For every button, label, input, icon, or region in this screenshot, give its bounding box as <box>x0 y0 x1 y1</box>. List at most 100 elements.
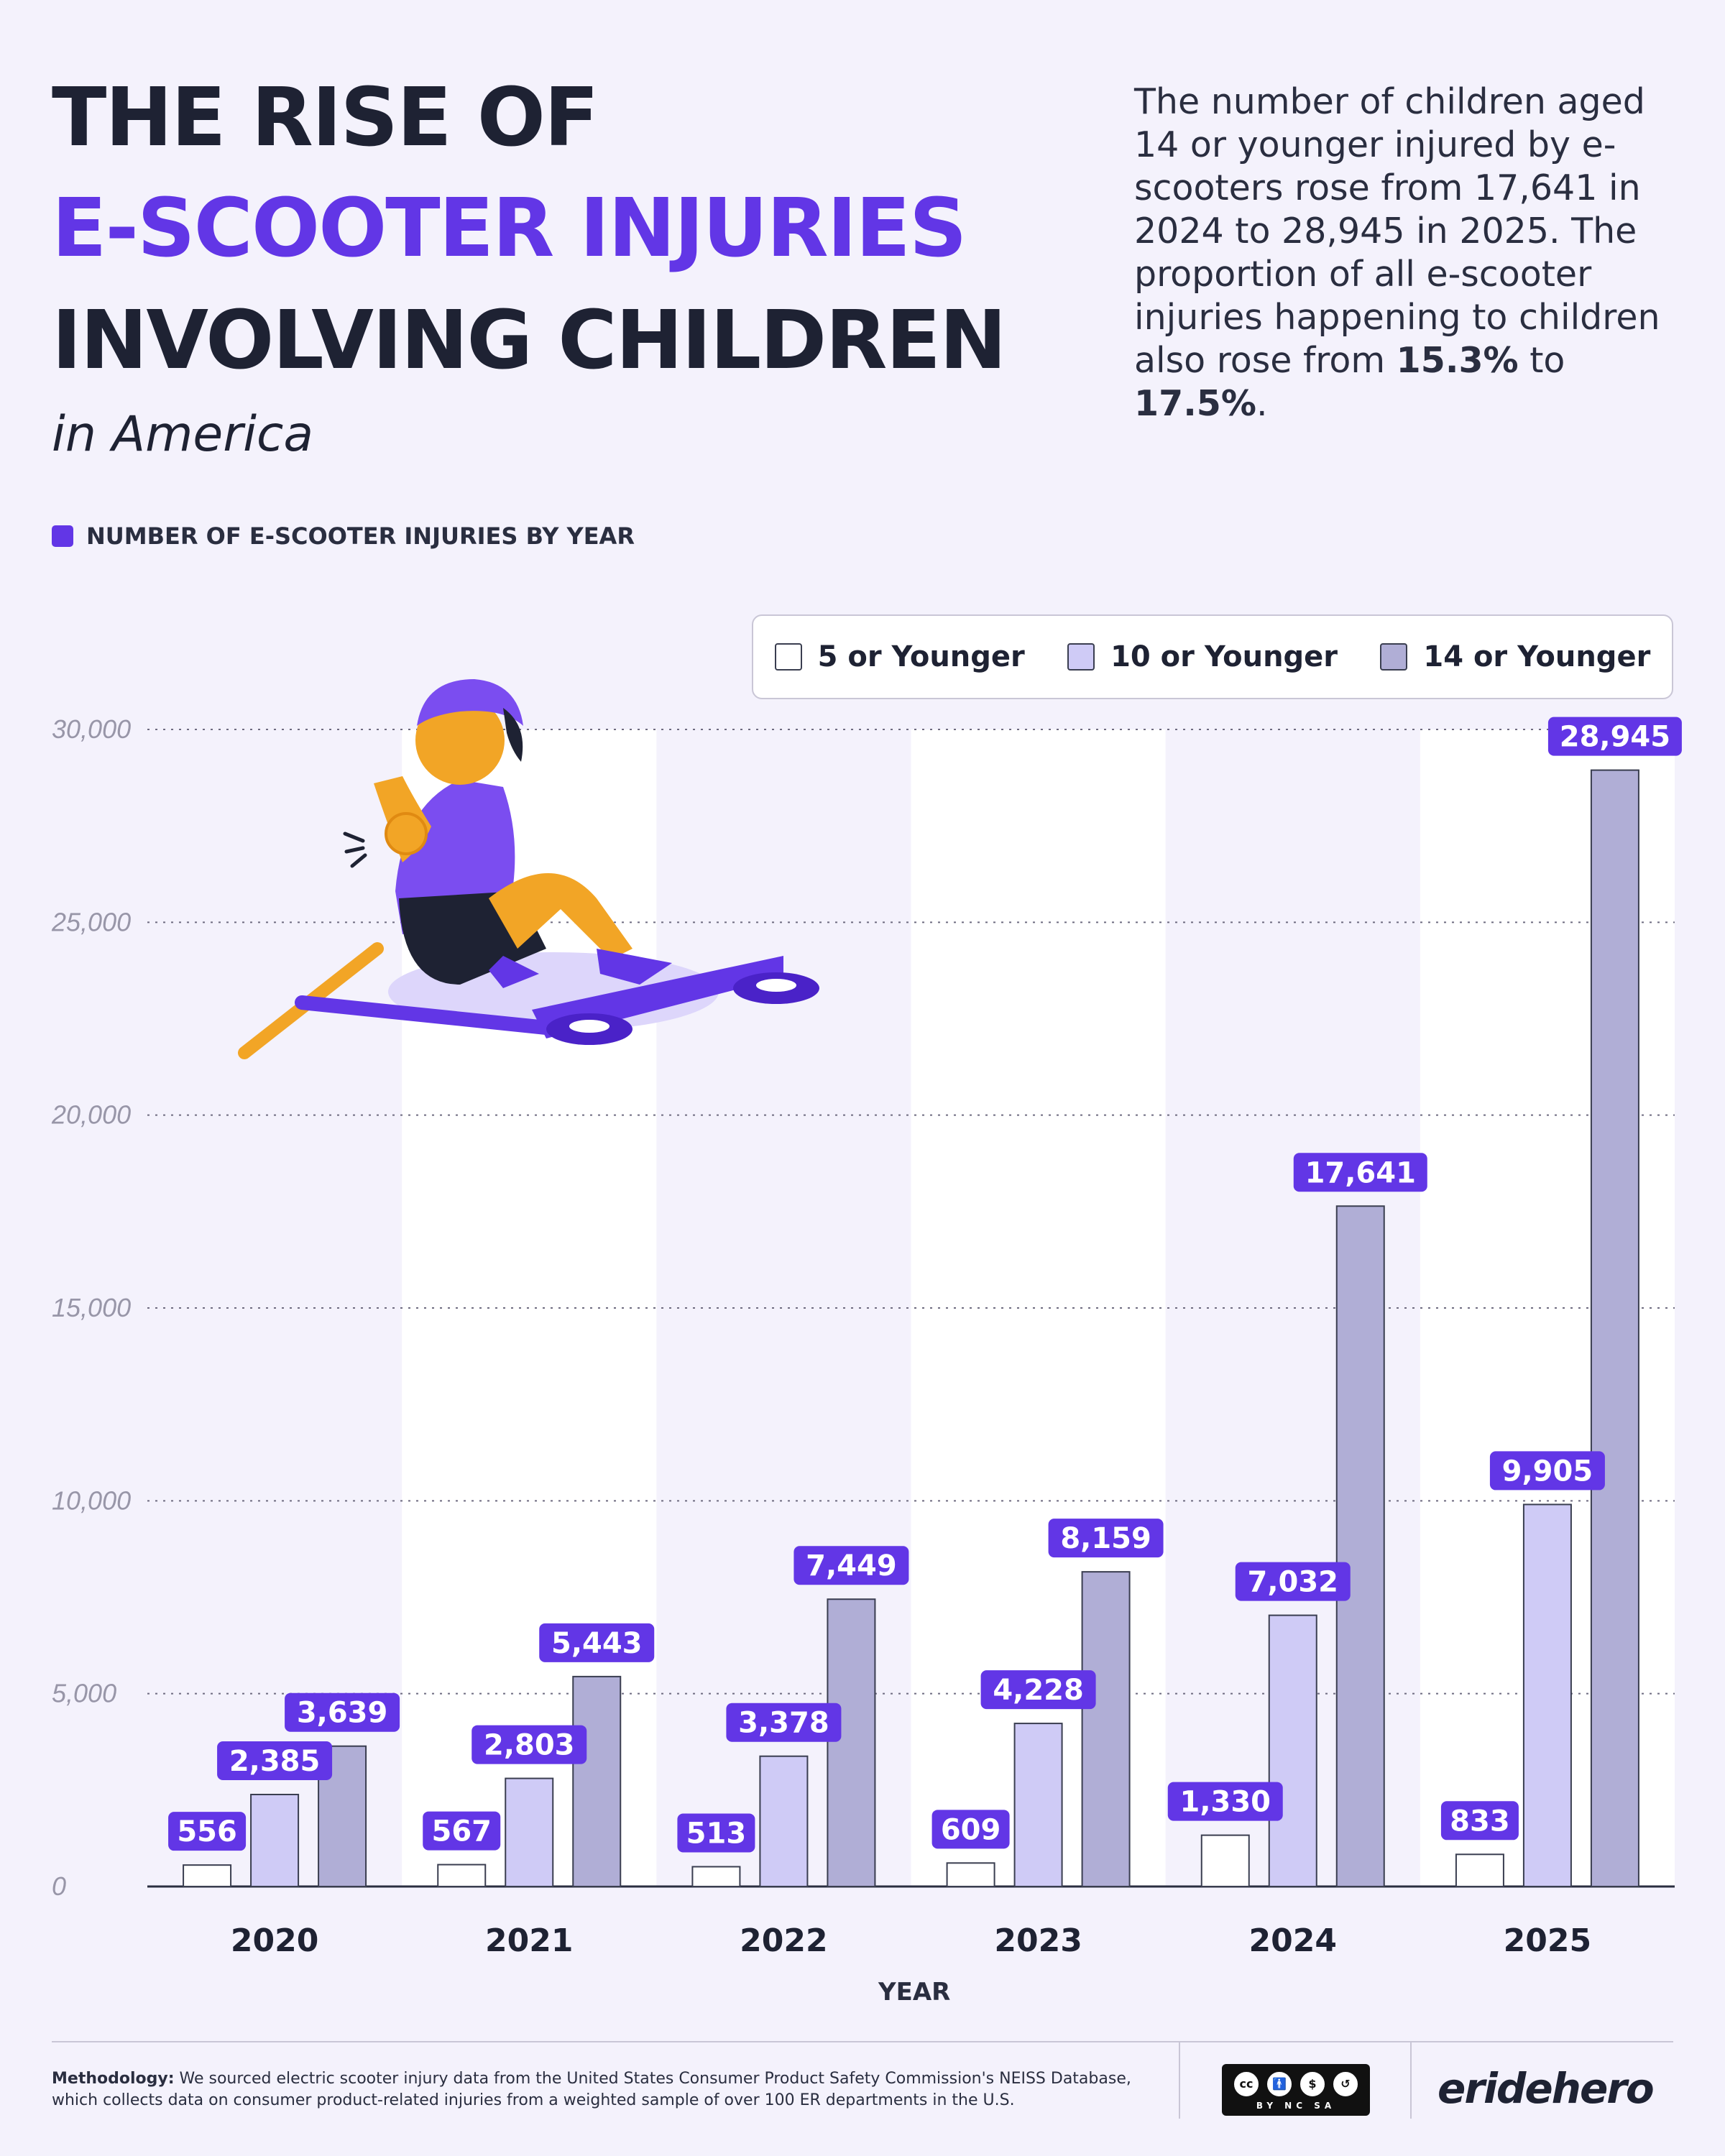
value-label: 567 <box>432 1815 492 1848</box>
cap-shape <box>417 679 523 726</box>
x-tick-label: 2020 <box>231 1922 318 1959</box>
intro-text-1: The number of children aged 14 or younge… <box>1134 81 1660 381</box>
value-label-box <box>1440 1801 1519 1841</box>
methodology-text: We sourced electric scooter injury data … <box>52 2070 1131 2109</box>
legend-label: 14 or Younger <box>1423 640 1651 673</box>
pain-marks-shape <box>343 831 367 868</box>
value-label-box <box>1167 1782 1283 1821</box>
shoe-left-shape <box>489 956 539 988</box>
bar <box>1081 1571 1131 1887</box>
shoe-right-shape <box>597 949 672 985</box>
bar <box>691 1866 741 1887</box>
sa-icon: ↺ <box>1331 2069 1360 2099</box>
creative-commons-badge: cc 🚹 $ ↺ BY NC SA <box>1222 2064 1370 2116</box>
value-label: 5,443 <box>551 1627 643 1660</box>
bar <box>572 1675 622 1887</box>
value-label-box <box>677 1813 755 1853</box>
value-label: 2,803 <box>484 1729 575 1762</box>
legend-label: 5 or Younger <box>817 640 1025 673</box>
legend-swatch <box>1380 643 1408 671</box>
y-tick-label: 20,000 <box>51 1100 131 1130</box>
brand-logo[interactable]: eridehero <box>1438 2064 1655 2113</box>
intro-pct-to: 17.5% <box>1134 383 1256 424</box>
bar <box>946 1862 995 1887</box>
rear-wheel-hub-shape <box>756 979 796 992</box>
value-label-box <box>932 1810 1010 1849</box>
bar <box>437 1864 487 1888</box>
hair-shape <box>503 708 523 762</box>
section-label: NUMBER OF E-SCOOTER INJURIES BY YEAR <box>52 522 635 550</box>
x-tick-label: 2021 <box>485 1922 573 1959</box>
value-label: 3,378 <box>738 1707 829 1740</box>
bar <box>827 1598 876 1888</box>
chart-legend: 5 or Younger 10 or Younger 14 or Younger <box>752 614 1673 699</box>
legend-item-5-or-younger: 5 or Younger <box>774 640 1025 673</box>
footer-divider <box>52 2041 1673 2042</box>
by-icon: 🚹 <box>1265 2069 1294 2099</box>
intro-paragraph: The number of children aged 14 or younge… <box>1134 80 1680 425</box>
cc-icon: cc <box>1232 2069 1261 2099</box>
value-label-box <box>423 1811 501 1851</box>
value-label: 556 <box>177 1815 237 1848</box>
value-label: 8,159 <box>1060 1522 1151 1555</box>
bar <box>250 1794 300 1887</box>
subtitle: in America <box>52 406 314 463</box>
front-wheel-hub-shape <box>569 1020 610 1033</box>
value-label: 1,330 <box>1179 1786 1271 1819</box>
bar <box>759 1755 809 1888</box>
legend-item-10-or-younger: 10 or Younger <box>1067 640 1338 673</box>
y-tick-label: 10,000 <box>52 1485 131 1515</box>
bar <box>1522 1503 1572 1887</box>
title-line-2: E-SCOOTER INJURIES <box>52 182 967 275</box>
y-tick-label: 0 <box>52 1871 66 1901</box>
bar <box>505 1777 554 1887</box>
leg-shape <box>489 873 632 959</box>
y-tick-label: 15,000 <box>52 1293 131 1322</box>
intro-text-2: to <box>1518 340 1565 381</box>
legend-swatch <box>1067 643 1095 671</box>
footer-separator <box>1179 2041 1180 2119</box>
x-tick-label: 2023 <box>994 1922 1082 1959</box>
x-tick-label: 2022 <box>740 1922 827 1959</box>
bar <box>1200 1834 1250 1887</box>
bar <box>1335 1205 1385 1887</box>
head-shape <box>415 696 505 785</box>
value-label: 17,641 <box>1305 1156 1416 1189</box>
footer-separator <box>1410 2041 1412 2119</box>
intro-text-3: . <box>1256 383 1268 424</box>
value-label-box <box>285 1692 400 1732</box>
title-line-1: THE RISE OF <box>52 71 599 165</box>
injured-child-illustration <box>238 679 819 1059</box>
value-label-box <box>794 1546 909 1585</box>
x-tick-label: 2024 <box>1249 1922 1337 1959</box>
value-label-box <box>539 1623 655 1662</box>
bar <box>1455 1853 1504 1887</box>
value-label-box <box>980 1670 1096 1710</box>
nc-icon: $ <box>1298 2069 1327 2099</box>
y-tick-label: 25,000 <box>51 907 131 936</box>
y-tick-label: 5,000 <box>52 1679 116 1708</box>
elbow-shape <box>385 812 428 855</box>
value-label-box <box>1547 717 1682 756</box>
legend-item-14-or-younger: 14 or Younger <box>1380 640 1650 673</box>
section-label-text: NUMBER OF E-SCOOTER INJURIES BY YEAR <box>86 522 635 550</box>
section-swatch-icon <box>52 525 73 547</box>
value-label: 4,228 <box>993 1674 1084 1707</box>
value-label-box <box>472 1725 587 1764</box>
bar <box>1013 1723 1063 1888</box>
x-tick-label: 2025 <box>1504 1922 1591 1959</box>
methodology-label: Methodology: <box>52 2070 175 2088</box>
y-tick-label: 30,000 <box>52 714 131 744</box>
value-label: 833 <box>1450 1805 1510 1838</box>
legend-label: 10 or Younger <box>1110 640 1338 673</box>
value-label: 609 <box>941 1813 1001 1846</box>
value-label-box <box>1489 1451 1605 1491</box>
value-label-box <box>168 1812 247 1851</box>
license-text: BY NC SA <box>1256 2100 1336 2111</box>
bar <box>183 1864 232 1888</box>
bar <box>1268 1614 1317 1887</box>
legend-swatch <box>774 643 802 671</box>
value-label: 9,905 <box>1502 1455 1593 1488</box>
value-label-box <box>1293 1153 1427 1192</box>
